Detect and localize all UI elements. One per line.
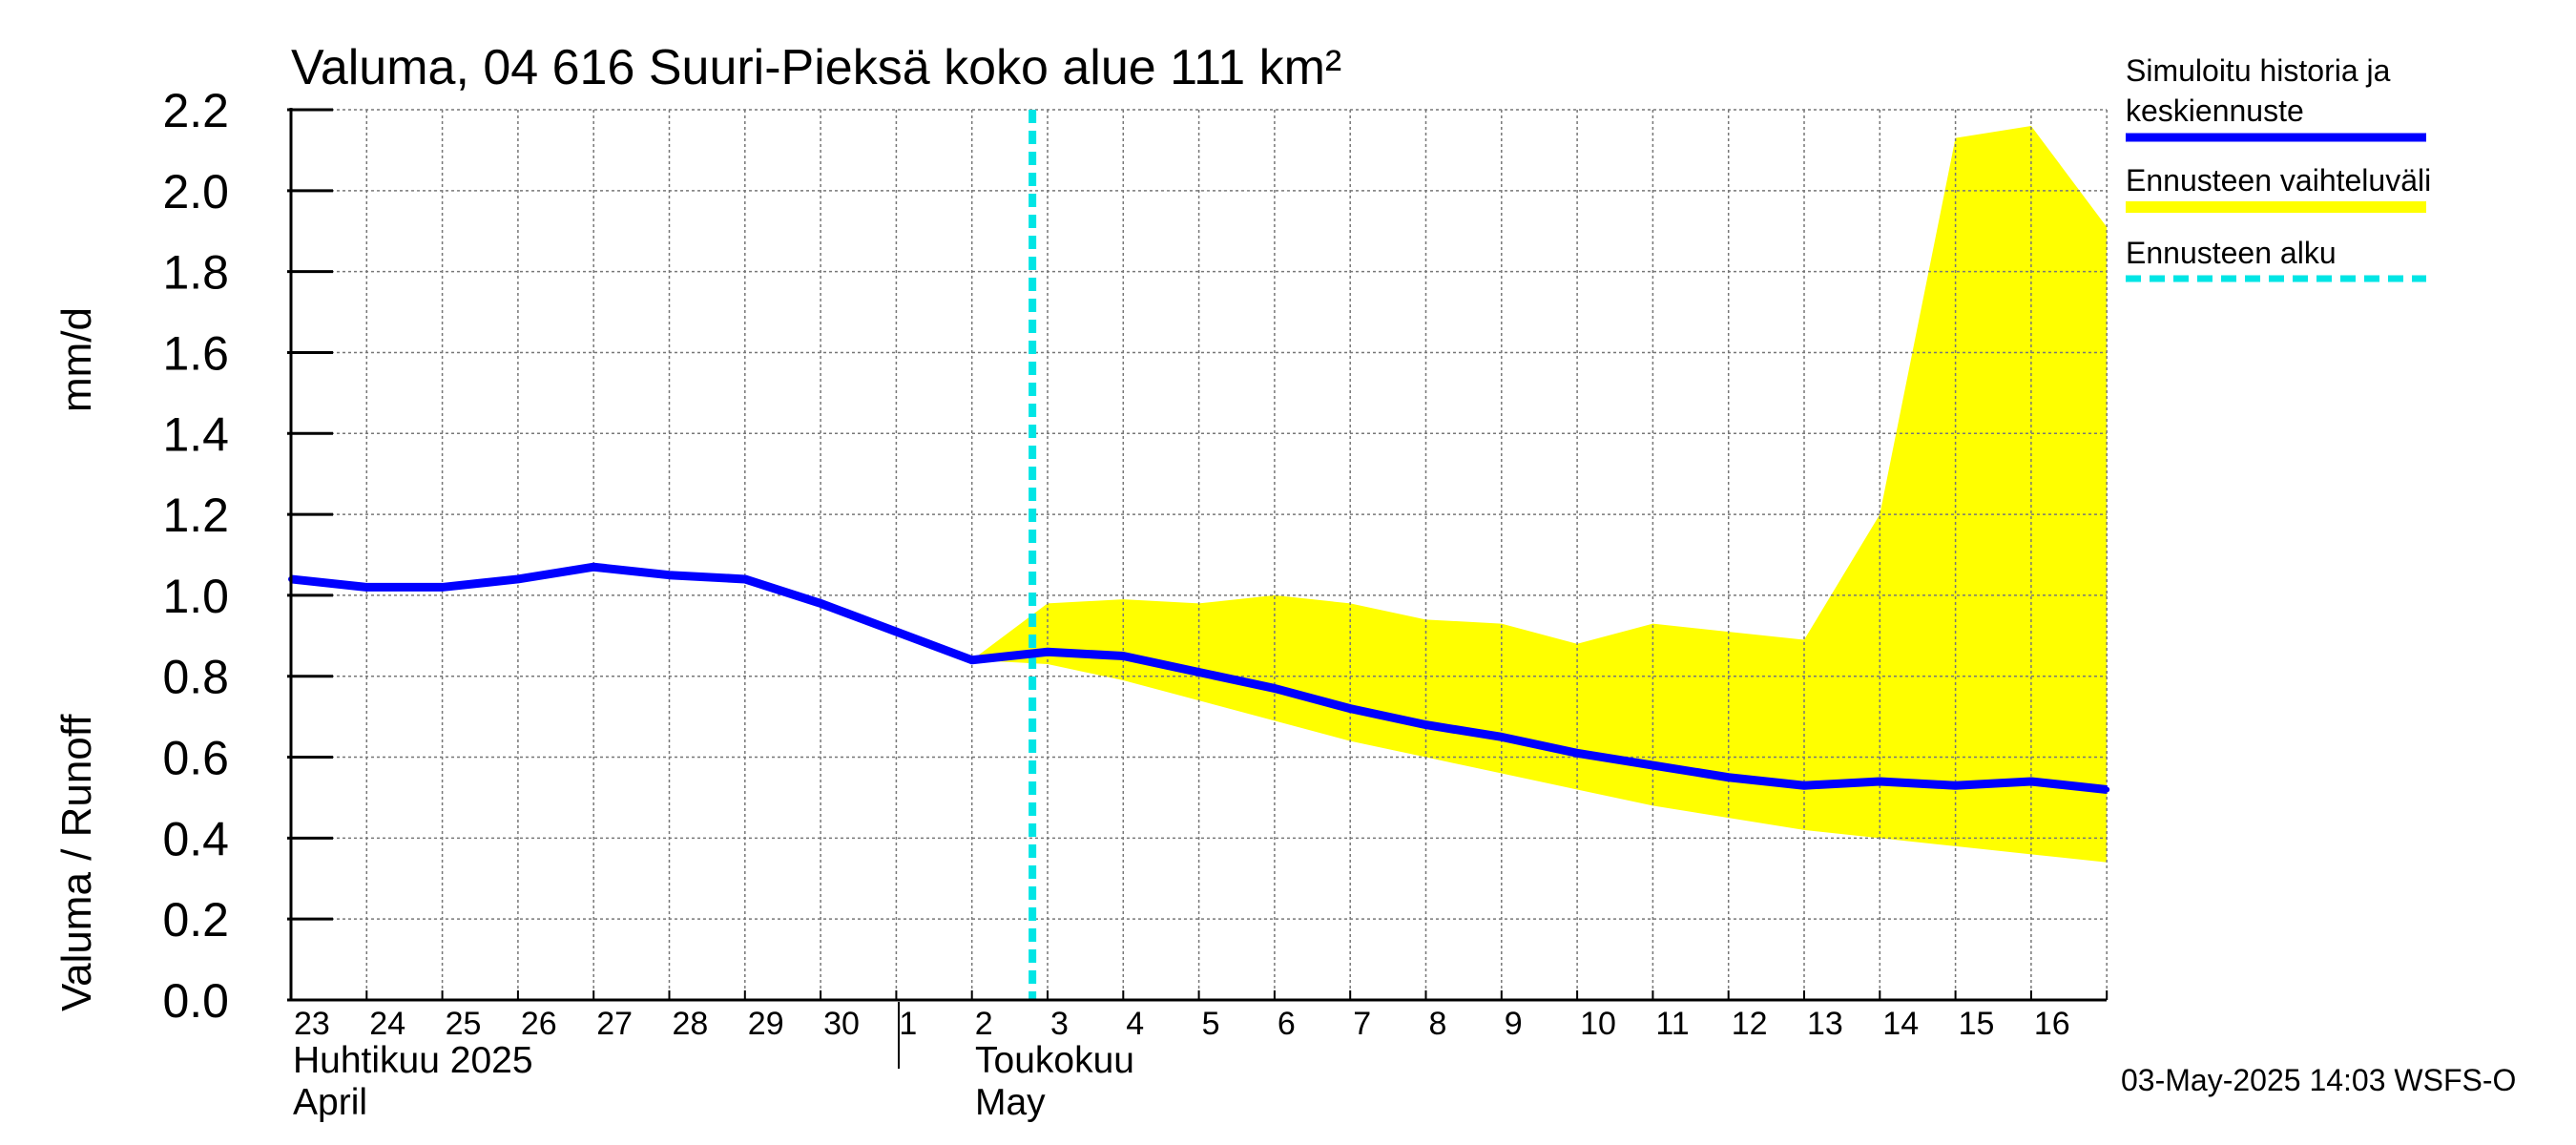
month-label-april-en: April [293,1082,367,1123]
x-tick-label: 7 [1353,1006,1371,1042]
series-point [1423,721,1429,728]
legend-label-forecast-start: Ennusteen alku [2126,236,2337,270]
x-tick-label: 27 [596,1006,633,1042]
y-tick-label: 2.2 [162,84,229,137]
legend: Simuloitu historia ja keskiennuste Ennus… [2126,53,2431,282]
y-tick-label: 2.0 [162,165,229,219]
series-point [1195,669,1202,676]
x-tick-label: 9 [1505,1006,1523,1042]
month-label-may-en: May [975,1082,1046,1123]
timestamp-footer: 03-May-2025 14:03 WSFS-O [2121,1063,2516,1097]
y-axis-label-unit: mm/d [53,307,100,412]
x-tick-labels: 23 24 25 26 27 28 29 30 1 2 3 4 5 6 7 8 9 10 11 12 13 14 15 16 [294,1006,2070,1042]
series-point [1045,649,1050,656]
x-tick-label: 2 [975,1006,993,1042]
x-tick-label: 3 [1050,1006,1069,1042]
y-tick-label: 1.8 [162,246,229,300]
x-tick-label: 1 [899,1006,917,1042]
series-point [2104,786,2110,793]
legend-label-range: Ennusteen vaihteluväli [2126,163,2431,198]
legend-label-history-line1: Simuloitu historia ja [2126,53,2391,88]
y-tick-label: 0.8 [162,651,229,704]
series-point [1120,653,1127,659]
series-point [1347,705,1354,712]
y-tick-label: 0.0 [162,974,229,1028]
x-tick-label: 23 [294,1006,330,1042]
axes [287,108,2109,1002]
x-tick-label: 8 [1429,1006,1447,1042]
series-point [893,629,900,635]
x-tick-label: 11 [1655,1006,1689,1042]
series-point [968,656,975,663]
series-point [1271,685,1278,692]
y-tick-label: 1.0 [162,570,229,623]
series-point [1650,762,1656,769]
forecast-range-band-layer [971,125,2108,863]
x-tick-label: 16 [2034,1006,2070,1042]
forecast-range-band [971,125,2108,863]
y-axis-label-runoff: Valuma / Runoff [53,714,100,1011]
x-tick-label: 10 [1580,1006,1616,1042]
y-tick-labels: 0.0 0.2 0.4 0.6 0.8 1.0 1.2 1.4 1.6 1.8 2.0 2.2 [162,84,229,1028]
series-point [1952,782,1959,789]
month-label-april-fi: Huhtikuu 2025 [293,1040,533,1081]
series-point [439,584,446,591]
x-tick-label: 15 [1959,1006,1995,1042]
x-tick-label: 29 [748,1006,784,1042]
grid [291,109,2108,1000]
y-tick-label: 0.4 [162,812,229,865]
series-point [1877,778,1883,784]
series-layer [288,562,2110,794]
series-point [1801,782,1807,789]
y-tick-label: 1.4 [162,407,229,461]
x-tick-label: 12 [1732,1006,1768,1042]
series-point [2027,778,2034,784]
chart-title: Valuma, 04 616 Suuri-Pieksä koko alue 11… [291,40,1341,95]
x-tick-label: 26 [521,1006,557,1042]
series-point [591,564,597,571]
series-point [666,572,673,578]
x-tick-label: 25 [446,1006,482,1042]
x-tick-label: 28 [673,1006,709,1042]
x-tick-label: 13 [1807,1006,1843,1042]
x-tick-label: 14 [1882,1006,1919,1042]
series-point [818,600,824,607]
x-tick-label: 6 [1278,1006,1296,1042]
y-tick-label: 1.2 [162,489,229,542]
x-tick-label: 4 [1126,1006,1144,1042]
x-tick-label: 5 [1202,1006,1220,1042]
x-tick-label: 30 [823,1006,860,1042]
x-tick-label: 24 [369,1006,405,1042]
series-point [1498,734,1505,740]
series-point [514,575,521,582]
y-tick-label: 0.6 [162,732,229,785]
series-point [1725,774,1732,781]
series-point [1574,750,1581,757]
legend-label-history-line2: keskiennuste [2126,94,2304,128]
y-tick-label: 0.2 [162,893,229,947]
month-label-may-fi: Toukokuu [975,1040,1134,1081]
series-point [364,584,370,591]
series-point [741,575,748,582]
y-tick-label: 1.6 [162,326,229,380]
